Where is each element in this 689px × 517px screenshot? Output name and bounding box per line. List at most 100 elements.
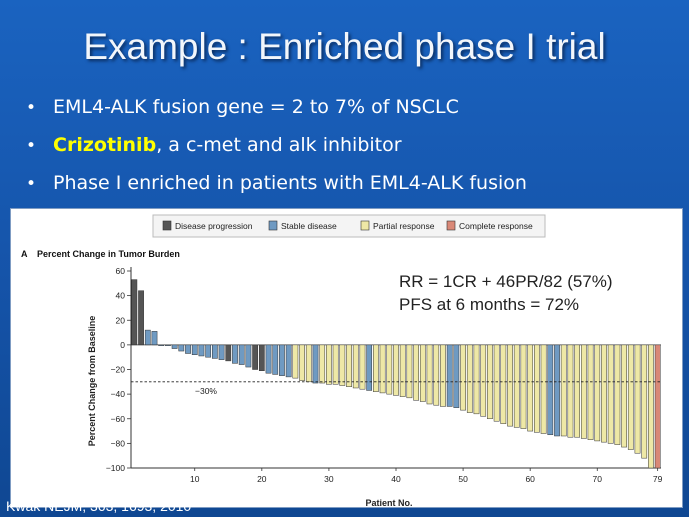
bullet-dot-icon: • bbox=[26, 174, 37, 194]
bar-partial bbox=[567, 344, 574, 438]
bar-stable bbox=[178, 344, 185, 352]
legend-swatch-stable bbox=[268, 220, 278, 231]
bar-partial bbox=[580, 344, 587, 439]
bar-stable bbox=[171, 344, 178, 349]
bar-stable bbox=[144, 329, 151, 346]
bar-stable bbox=[191, 344, 198, 355]
bar-stable bbox=[211, 344, 218, 359]
bar-partial bbox=[305, 344, 312, 383]
y-tick-label: 60 bbox=[116, 266, 126, 276]
bar-stable bbox=[312, 344, 319, 384]
bar-partial bbox=[332, 344, 339, 385]
bar-partial bbox=[621, 344, 627, 448]
y-tick-label: 0 bbox=[120, 340, 125, 350]
x-tick-label: 20 bbox=[257, 474, 267, 484]
bar-complete bbox=[654, 344, 661, 469]
y-tick-label: −20 bbox=[111, 365, 126, 375]
legend-box bbox=[152, 214, 546, 238]
bullet-item: • EML4-ALK fusion gene = 2 to 7% of NSCLC bbox=[26, 92, 527, 130]
x-tick-label: 30 bbox=[324, 474, 334, 484]
bar-partial bbox=[540, 344, 547, 434]
y-tick-label: −100 bbox=[106, 463, 125, 473]
bar-partial bbox=[339, 344, 346, 386]
bar-partial bbox=[406, 344, 413, 399]
y-tick-label: −80 bbox=[111, 438, 126, 448]
bar-partial bbox=[641, 344, 648, 459]
x-tick-label: 70 bbox=[593, 474, 603, 484]
legend-swatch-complete bbox=[446, 220, 456, 231]
bar-stable bbox=[453, 344, 460, 408]
y-tick-label: 20 bbox=[116, 315, 126, 325]
bullet-text: EML4-ALK fusion gene = 2 to 7% of NSCLC bbox=[53, 96, 459, 118]
legend-swatch-partial bbox=[360, 220, 370, 231]
bar-partial bbox=[379, 344, 386, 394]
bar-partial bbox=[319, 344, 326, 384]
threshold-label: −30% bbox=[195, 386, 217, 396]
legend-label-complete: Complete response bbox=[459, 221, 533, 231]
bullet-highlight: Crizotinib bbox=[53, 134, 157, 156]
bar-stable bbox=[205, 344, 212, 358]
bar-partial bbox=[594, 344, 601, 442]
bar-stable bbox=[446, 344, 453, 407]
bar-partial bbox=[460, 344, 466, 411]
bar-progression bbox=[225, 344, 232, 362]
bar-stable bbox=[279, 344, 285, 376]
chart-panel: Disease progression Stable disease Partial… bbox=[10, 208, 683, 508]
bar-partial bbox=[500, 344, 507, 424]
bar-partial bbox=[413, 344, 419, 401]
bar-partial bbox=[648, 344, 654, 469]
bar-partial bbox=[299, 344, 305, 381]
pfs-annotation: PFS at 6 months = 72% bbox=[399, 295, 579, 314]
y-tick-label: −60 bbox=[111, 414, 126, 424]
bar-partial bbox=[527, 344, 534, 432]
x-axis-label: Patient No. bbox=[365, 498, 412, 507]
response-rate-annotation: RR = 1CR + 46PR/82 (57%) bbox=[399, 272, 613, 291]
bar-progression bbox=[252, 344, 258, 370]
bar-partial bbox=[634, 344, 641, 454]
waterfall-chart: Disease progression Stable disease Partial… bbox=[21, 214, 663, 507]
bar-progression bbox=[138, 290, 144, 346]
bar-partial bbox=[493, 344, 500, 422]
bar-partial bbox=[393, 344, 399, 396]
bar-partial bbox=[513, 344, 520, 428]
bar-stable bbox=[232, 344, 238, 364]
bar-partial bbox=[346, 344, 352, 387]
bullet-text: , a c-met and alk inhibitor bbox=[156, 134, 402, 156]
y-tick-label: 40 bbox=[116, 291, 126, 301]
bar-partial bbox=[352, 344, 359, 389]
bullet-text: Phase I enriched in patients with EML4-A… bbox=[53, 172, 527, 194]
bar-partial bbox=[480, 344, 487, 417]
bar-partial bbox=[426, 344, 433, 405]
bar-partial bbox=[386, 344, 393, 395]
bullet-item: • Phase I enriched in patients with EML4-… bbox=[26, 168, 527, 206]
bullet-item: • Crizotinib, a c-met and alk inhibitor bbox=[26, 130, 527, 168]
bullet-list: • EML4-ALK fusion gene = 2 to 7% of NSCLC… bbox=[26, 92, 527, 206]
bar-partial bbox=[520, 344, 527, 429]
bar-stable bbox=[151, 331, 158, 346]
bar-stable bbox=[198, 344, 205, 357]
chart-title: Percent Change in Tumor Burden bbox=[37, 249, 180, 259]
x-tick-label: 79 bbox=[653, 474, 663, 484]
bar-partial bbox=[627, 344, 634, 450]
bar-partial bbox=[373, 344, 379, 392]
bar-stable bbox=[265, 344, 272, 374]
bar-partial bbox=[534, 344, 540, 433]
bar-progression bbox=[258, 344, 265, 371]
bar-stable bbox=[218, 344, 225, 360]
bar-stable bbox=[285, 344, 292, 378]
bar-stable bbox=[554, 344, 560, 437]
bar-stable bbox=[238, 344, 245, 365]
x-tick-label: 60 bbox=[525, 474, 535, 484]
overlay: −30% bbox=[131, 381, 661, 396]
bar-partial bbox=[507, 344, 513, 427]
bar-partial bbox=[473, 344, 480, 415]
x-tick-label: 50 bbox=[458, 474, 468, 484]
bar-partial bbox=[601, 344, 607, 443]
bar-partial bbox=[399, 344, 406, 397]
bar-partial bbox=[326, 344, 332, 385]
legend-swatch-progression bbox=[162, 220, 172, 231]
bar-partial bbox=[560, 344, 567, 437]
bars bbox=[131, 279, 661, 469]
bullet-dot-icon: • bbox=[26, 98, 37, 118]
bar-stable bbox=[272, 344, 279, 375]
